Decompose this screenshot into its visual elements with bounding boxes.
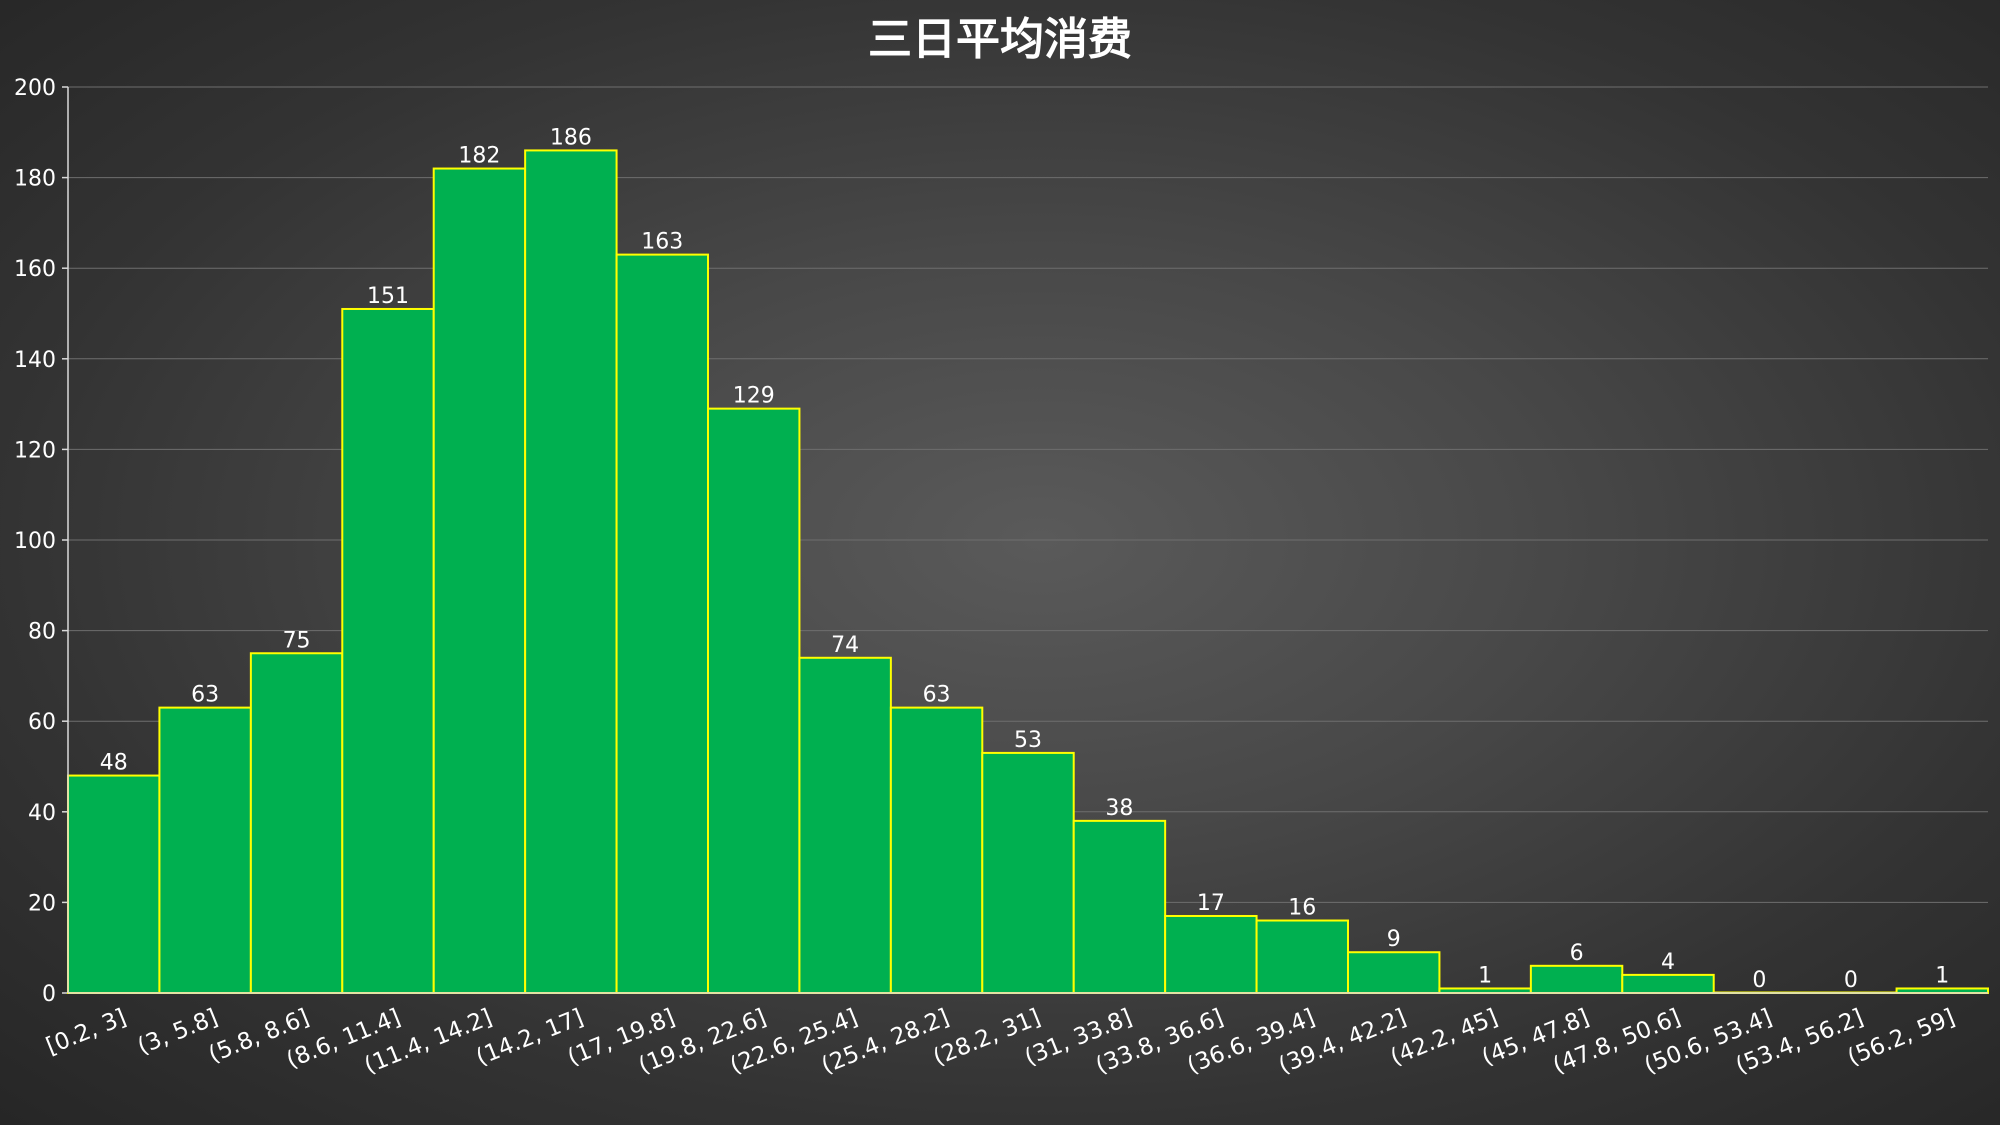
bars (67, 149, 1989, 995)
axes (67, 87, 1988, 994)
data-label-19: 0 (1844, 968, 1858, 993)
data-label-11: 38 (1105, 796, 1133, 821)
data-label-7: 129 (733, 384, 775, 409)
y-tick-label-180: 180 (14, 167, 56, 192)
bar-4 (432, 167, 527, 995)
data-label-14: 9 (1387, 927, 1401, 952)
y-tick-label-100: 100 (14, 529, 56, 554)
data-label-15: 1 (1478, 963, 1492, 988)
bar-0 (67, 774, 161, 994)
y-tick-label-160: 160 (14, 257, 56, 282)
x-tick-label-0: [0.2, 3] (43, 1004, 130, 1059)
y-tick-label-140: 140 (14, 348, 56, 373)
data-label-10: 53 (1014, 728, 1042, 753)
data-label-3: 151 (367, 284, 409, 309)
data-label-8: 74 (831, 633, 859, 658)
data-label-9: 63 (923, 683, 951, 708)
data-label-16: 6 (1570, 941, 1584, 966)
bar-8 (798, 656, 892, 995)
y-tick-label-60: 60 (28, 710, 56, 735)
bar-2 (249, 652, 344, 994)
y-tick-label-40: 40 (28, 801, 56, 826)
bar-7 (707, 407, 801, 994)
y-tick-label-20: 20 (28, 891, 56, 916)
x-tick-labels: [0.2, 3] (3, 5.8](5.8, 8.6](8.6, 11.4](11… (43, 1004, 1959, 1079)
bar-6 (615, 253, 709, 995)
y-tick-label-0: 0 (42, 982, 56, 1007)
data-label-17: 4 (1661, 950, 1675, 975)
chart-title: 三日平均消费 (868, 14, 1132, 65)
bar-5 (524, 149, 618, 995)
bar-11 (1072, 819, 1167, 994)
bar-10 (981, 751, 1075, 994)
data-label-18: 0 (1752, 968, 1766, 993)
y-tick-label-200: 200 (14, 76, 56, 101)
bar-13 (1255, 919, 1349, 995)
data-label-5: 186 (550, 125, 592, 150)
bar-3 (341, 307, 435, 995)
data-label-20: 1 (1935, 963, 1949, 988)
data-label-12: 17 (1197, 891, 1225, 916)
data-label-13: 16 (1288, 896, 1316, 921)
data-label-4: 182 (458, 144, 500, 169)
bar-17 (1621, 973, 1715, 995)
data-label-2: 75 (283, 628, 311, 653)
bar-12 (1164, 914, 1258, 994)
data-label-0: 48 (100, 751, 128, 776)
y-tick-label-80: 80 (28, 620, 56, 645)
data-label-1: 63 (191, 683, 219, 708)
bar-1 (158, 706, 252, 994)
y-tick-labels: 0 20 40 60 80 100 120 140 160 180 200 (14, 76, 56, 1007)
bar-16 (1529, 964, 1624, 995)
data-label-6: 163 (641, 230, 683, 255)
bar-14 (1347, 951, 1441, 994)
y-tick-label-120: 120 (14, 438, 56, 463)
bar-9 (889, 706, 984, 994)
